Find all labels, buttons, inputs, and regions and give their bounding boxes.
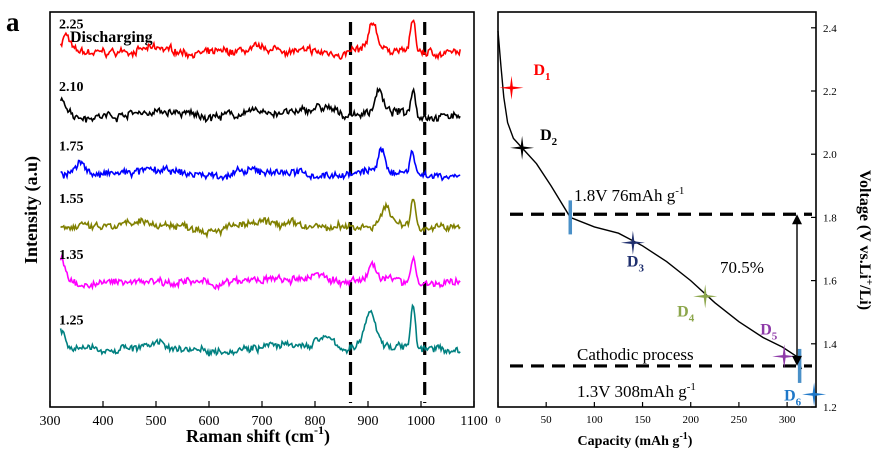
voltage-y-axis-label: Voltage (V vs.Li+/Li) [856,170,872,310]
annotation-process: Cathodic process [577,345,694,364]
arrow-head-bottom [792,355,802,366]
raman-series-label: 2.25 [59,17,83,32]
d-point-label: D4 [677,303,695,324]
voltage-x-tick-label: 50 [541,414,553,426]
raman-series-line [59,253,461,292]
voltage-x-tick-label: 0 [495,414,501,426]
d-point-label: D5 [760,321,778,342]
voltage-y-tick-label: 2.2 [823,86,837,98]
raman-x-tick-label: 800 [305,414,326,429]
raman-series-line [60,146,461,182]
raman-x-tick-label: 1000 [407,414,435,429]
raman-series-label: 1.55 [59,192,83,207]
raman-chart: Discharging 2.25 2.10 1.75 1.55 1.35 1.25 300… [21,11,488,447]
d-point-label: D1 [533,62,550,83]
voltage-y-tick-label: 1.8 [823,212,837,224]
raman-series-label: 1.75 [59,139,83,154]
d-points: D1 D2 D3 D4 D5 D6 [499,62,827,408]
voltage-y-tick-label: 2.0 [823,149,837,161]
raman-series-line [59,19,461,61]
raman-x-tick-label: 600 [199,414,220,429]
voltage-x-tick-label: 300 [779,414,796,426]
raman-series-label: 1.25 [59,314,83,329]
discharge-curve [497,30,803,370]
annotation-percent: 70.5% [720,258,764,277]
raman-x-tick-label: 1100 [460,414,487,429]
annotation-lower-line: 1.3V 308mAh g-1 [577,381,696,401]
capacity-markers [568,200,802,383]
voltage-y-tick-label: 1.2 [823,402,837,414]
voltage-y-tick-label: 1.6 [823,276,837,288]
voltage-x-tick-label: 250 [731,414,748,426]
raman-x-tick-label: 700 [252,414,273,429]
voltage-plot-frame [497,11,817,408]
d-point-marker [499,75,524,100]
raman-x-tick-label: 300 [40,414,61,429]
raman-dashed-lines [348,22,427,403]
raman-series-label: 1.35 [59,248,83,263]
voltage-y-tick-label: 1.4 [823,339,837,351]
voltage-x-tick-label: 200 [682,414,699,426]
d-point-label: D3 [627,254,645,275]
raman-series-line [59,303,461,357]
voltage-x-tick-label: 100 [586,414,603,426]
voltage-x-tick-label: 150 [634,414,651,426]
raman-x-tick-label: 900 [358,414,379,429]
annotation-upper-line: 1.8V 76mAh g-1 [574,185,684,205]
arrow-head-top [792,214,802,225]
voltage-x-ticks: 0 50 100 150 200 250 300 [495,402,796,426]
raman-series-line [60,198,461,239]
raman-x-tick-label: 400 [93,414,114,429]
voltage-y-ticks: 1.2 1.4 1.6 1.8 2.0 2.2 2.4 [811,23,837,414]
voltage-y-tick-label: 2.4 [823,23,837,35]
raman-y-axis-label: Intensity (a.u) [21,156,42,264]
voltage-x-axis-label: Capacity (mAh g-1) [578,431,693,449]
raman-x-tick-label: 500 [146,414,167,429]
raman-series-line [59,86,461,124]
voltage-chart: 0 50 100 150 200 250 300 1.2 1.4 1.6 1.8 2.0 2.2 2.4… [495,11,872,449]
d-point-marker [620,230,645,255]
d-point-marker [772,344,797,369]
voltage-dashed-lines [510,212,812,368]
d-point-label: D2 [540,127,558,148]
d-point-marker [693,284,718,309]
raman-series-label: 2.10 [59,80,83,95]
d-point-marker [802,382,827,407]
raman-title: Discharging [70,29,153,46]
raman-series-group: 2.25 2.10 1.75 1.55 1.35 1.25 [59,17,461,357]
d-point-label: D6 [784,387,802,408]
raman-x-axis-label: Raman shift (cm-1) [186,423,330,447]
raman-x-ticks: 300 400 500 600 700 800 900 1000 1100 [40,401,488,429]
panel-label: a [6,7,20,37]
d-point-marker [510,135,535,160]
